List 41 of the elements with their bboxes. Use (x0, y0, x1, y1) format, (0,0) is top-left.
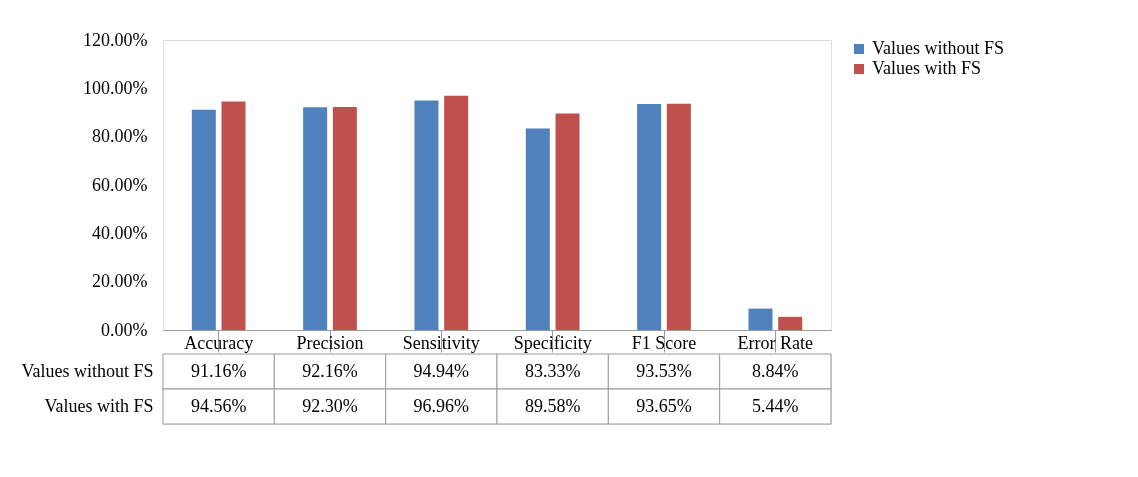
bar (778, 316, 803, 330)
data-label: 96.96% (413, 395, 470, 416)
data-label: 5.44% (752, 395, 799, 416)
text: Values without FS (21, 360, 154, 381)
bar (414, 100, 439, 330)
y-tick-label: 0.00% (101, 319, 148, 340)
data-label: 8.84% (752, 360, 799, 381)
data-label: 92.30% (302, 395, 358, 416)
data-label: 92.16% (302, 360, 358, 381)
data-label: 93.65% (636, 395, 692, 416)
data-label: 91.16% (190, 360, 247, 381)
y-tick-label: 20.00% (92, 271, 148, 292)
bar (525, 128, 550, 330)
bar (444, 95, 469, 330)
y-tick-label: 60.00% (92, 174, 148, 195)
x-tick-label: Sensitivity (402, 332, 480, 353)
bar (555, 113, 580, 330)
y-tick-label: 40.00% (92, 222, 148, 243)
bar (303, 107, 328, 330)
x-tick-label: F1 Score (631, 332, 697, 353)
data-label: 83.33% (524, 360, 581, 381)
x-tick-label: Error Rate (737, 332, 814, 353)
y-tick-label: 100.00% (83, 77, 148, 98)
data-label: 93.53% (636, 360, 692, 381)
x-tick-label: Accuracy (184, 332, 254, 353)
y-tick-label: 80.00% (92, 126, 148, 147)
y-tick-label: 120.00% (83, 29, 148, 50)
text: Values with FS (44, 395, 154, 416)
legend-label: Values with FS (872, 58, 982, 78)
legend-label: Values without FS (872, 38, 1005, 58)
data-label: 94.94% (413, 360, 470, 381)
bar (748, 308, 773, 330)
x-tick-label: Precision (296, 332, 364, 353)
data-label: 89.58% (524, 395, 581, 416)
bar (666, 103, 691, 330)
data-label: 94.56% (190, 395, 247, 416)
bar (221, 101, 246, 330)
bar (637, 103, 662, 330)
x-tick-label: Specificity (513, 332, 592, 353)
bar (191, 109, 216, 330)
bar (332, 106, 357, 330)
